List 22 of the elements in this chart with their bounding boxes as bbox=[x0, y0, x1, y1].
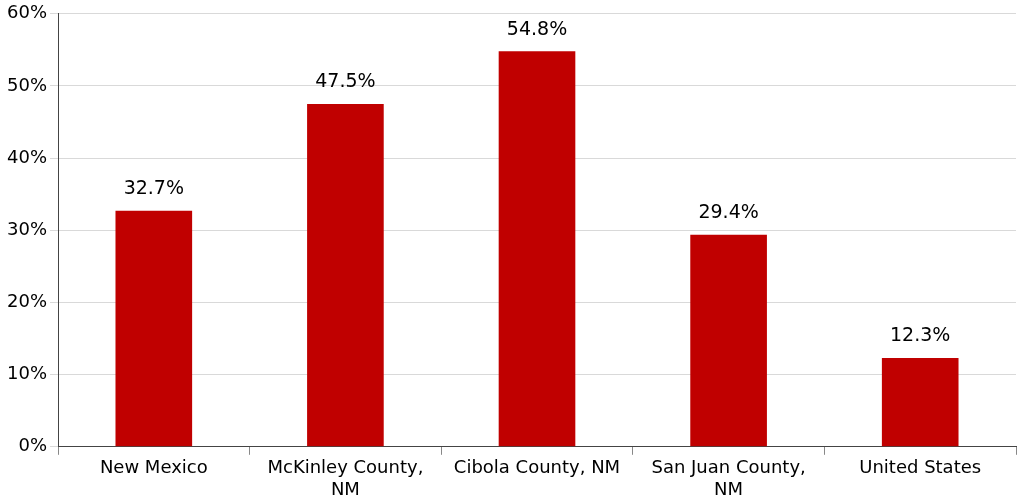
y-tick-label: 60% bbox=[6, 1, 48, 23]
y-tick-label: 30% bbox=[6, 217, 48, 239]
x-tick-label: New Mexico bbox=[99, 456, 208, 478]
y-tick-label: 50% bbox=[6, 73, 48, 95]
x-tick-label: Cibola County, NM bbox=[453, 456, 621, 478]
data-label: 54.8% bbox=[506, 16, 568, 39]
x-tick-label: San Juan County, NM bbox=[651, 456, 806, 499]
y-tick-label: 10% bbox=[6, 362, 48, 384]
y-tick-label: 20% bbox=[6, 290, 48, 312]
y-tick-label: 40% bbox=[6, 145, 48, 167]
y-tick-label: 0% bbox=[18, 434, 48, 456]
bar bbox=[115, 210, 193, 447]
bar bbox=[881, 358, 959, 447]
data-label: 12.3% bbox=[890, 323, 951, 346]
x-tick-label: United States bbox=[859, 456, 982, 478]
data-label: 47.5% bbox=[315, 69, 376, 92]
data-label: 32.7% bbox=[123, 176, 184, 199]
bar bbox=[307, 104, 384, 447]
x-tick-label: McKinley County, NM bbox=[267, 456, 424, 499]
bar bbox=[498, 51, 576, 447]
bar bbox=[690, 234, 767, 447]
data-label: 29.4% bbox=[698, 200, 759, 223]
